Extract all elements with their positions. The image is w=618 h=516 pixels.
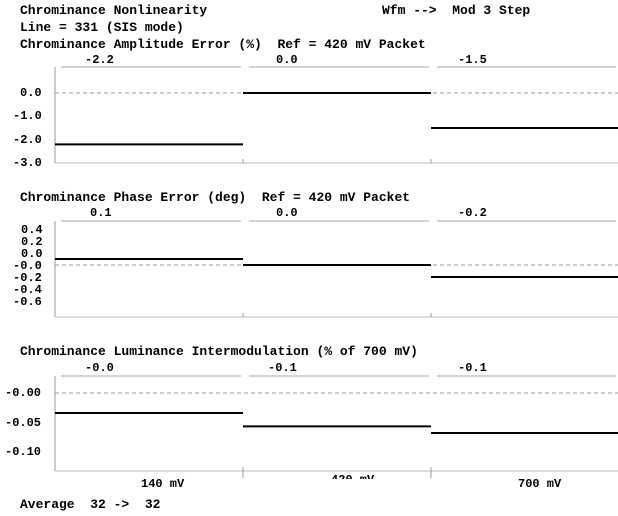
phase-value-700: -0.2: [458, 206, 487, 220]
intermod-value-420: -0.1: [268, 361, 297, 375]
amplitude-ytick: 0.0: [20, 86, 42, 100]
amplitude-ytick: -3.0: [13, 156, 42, 170]
amplitude-value-420: 0.0: [276, 53, 298, 67]
window-title: Chrominance Nonlinearity: [20, 3, 208, 18]
line-info: Line = 331 (SIS mode): [20, 20, 184, 35]
phase-error-title: Chrominance Phase Error (deg) Ref = 420 …: [20, 190, 411, 205]
x-label-700mv: 700 mV: [518, 477, 562, 491]
phase-ytick: -0.2: [13, 271, 42, 285]
amplitude-ytick: -2.0: [13, 133, 42, 147]
amplitude-value-140: -2.2: [85, 53, 114, 67]
intermod-ytick: -0.10: [5, 445, 42, 459]
x-label-140mv: 140 mV: [141, 477, 185, 491]
intermod-value-700: -0.1: [458, 361, 487, 375]
amplitude-value-700: -1.5: [458, 53, 487, 67]
intermod-ytick: -0.00: [5, 386, 42, 400]
x-label-420mv: 420 mV: [331, 473, 375, 487]
amplitude-ytick: -1.0: [13, 109, 42, 123]
intermodulation-title: Chrominance Luminance Intermodulation (%…: [20, 344, 418, 359]
phase-ytick: -0.6: [13, 295, 42, 309]
phase-ytick: -0.4: [13, 283, 42, 297]
phase-ytick: 0.4: [21, 223, 43, 237]
phase-ytick: 0.0: [21, 247, 43, 261]
intermod-ytick: -0.05: [5, 416, 42, 430]
phase-ytick: -0.0: [13, 259, 42, 273]
waveform-mode: Wfm --> Mod 3 Step: [382, 3, 531, 18]
amplitude-error-title: Chrominance Amplitude Error (%) Ref = 42…: [20, 37, 426, 52]
phase-value-140: 0.1: [90, 206, 112, 220]
average-readout: Average 32 -> 32: [20, 497, 161, 512]
phase-ytick: 0.2: [21, 235, 43, 249]
intermod-value-140: -0.0: [85, 361, 114, 375]
phase-value-420: 0.0: [276, 206, 298, 220]
